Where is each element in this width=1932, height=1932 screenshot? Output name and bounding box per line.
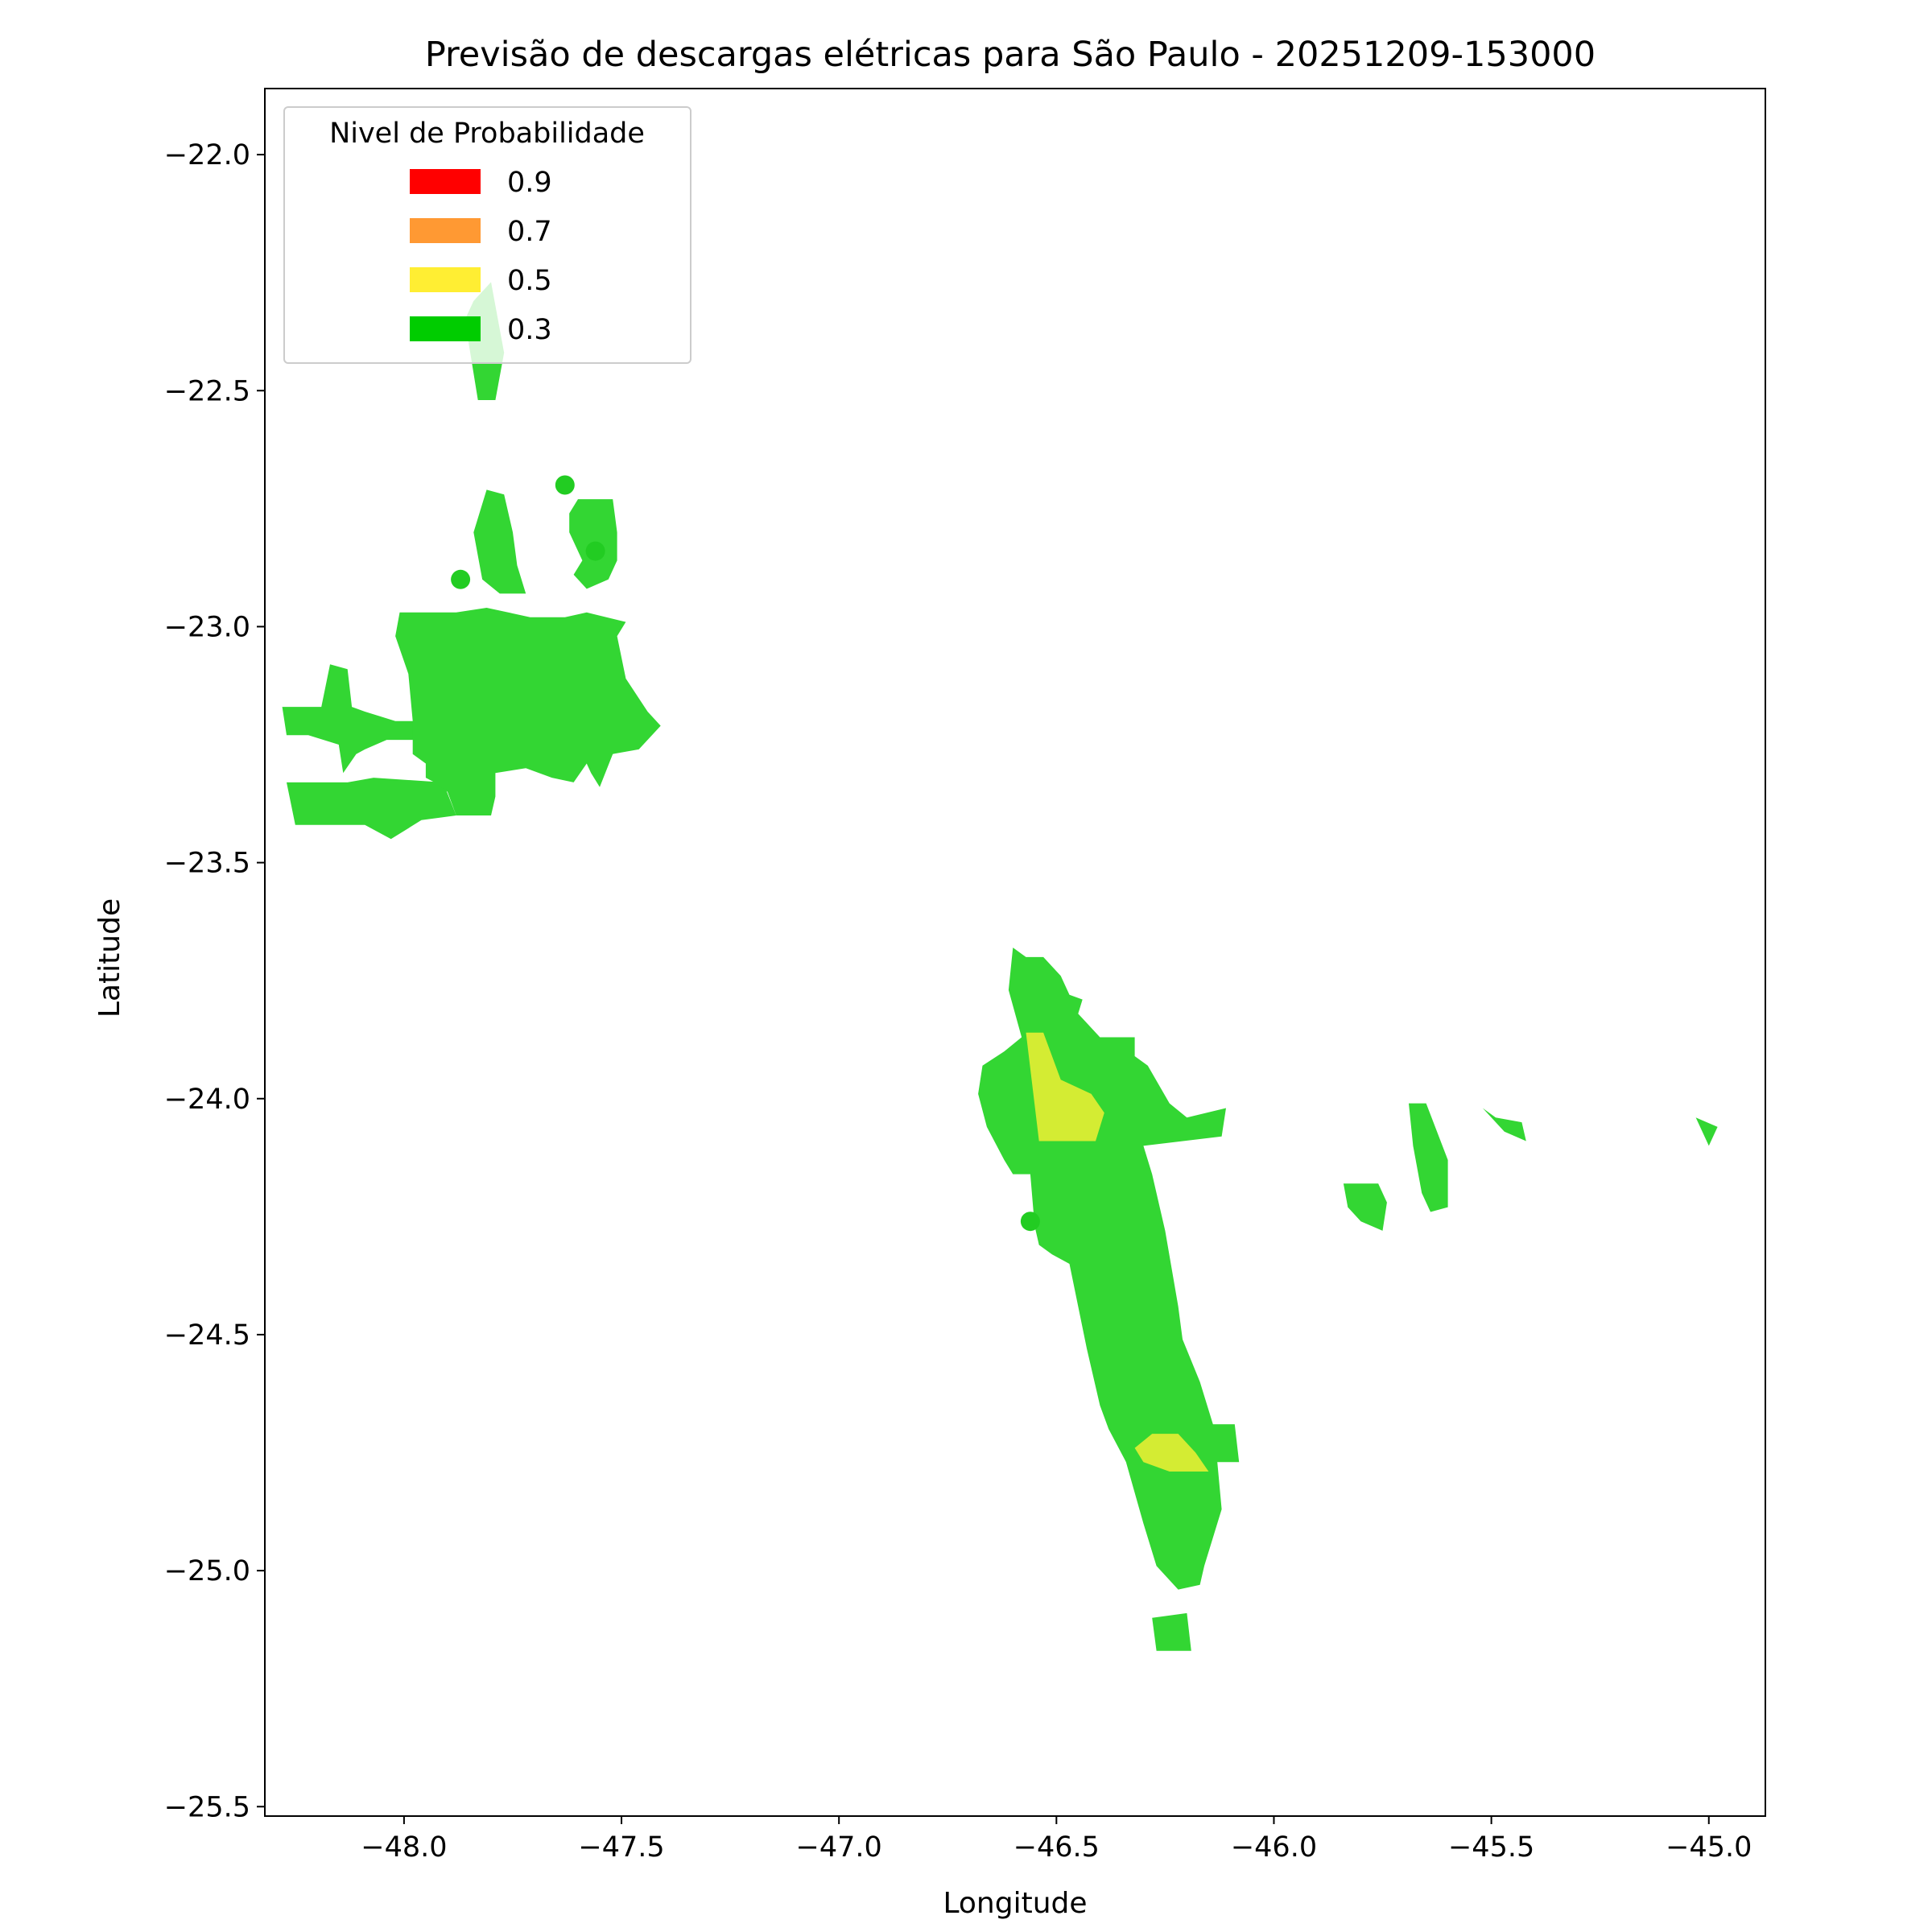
probability-region-03 (287, 778, 456, 840)
y-tick-label: −22.5 (164, 375, 250, 407)
legend-label: 0.3 (507, 314, 552, 346)
legend-swatch (410, 169, 481, 194)
legend-label: 0.9 (507, 167, 552, 199)
legend-label: 0.5 (507, 265, 552, 297)
probability-region-03 (978, 947, 1240, 1590)
probability-region-03 (282, 664, 440, 774)
probability-region-05 (1026, 1032, 1104, 1141)
x-tick-label: −46.5 (1013, 1831, 1100, 1864)
legend: Nivel de Probabilidade 0.9 0.7 0.5 0.3 (283, 106, 691, 364)
plot-area (282, 282, 1718, 1651)
legend-title: Nivel de Probabilidade (329, 118, 645, 150)
strike-point (555, 475, 575, 495)
y-axis: −22.0 −22.5 −23.0 −23.5 −24.0 −24.5 −25.0 −25.5 (164, 139, 265, 1823)
legend-box (283, 106, 691, 364)
probability-region-03 (473, 489, 526, 594)
legend-swatch (410, 316, 481, 341)
x-tick-label: −48.0 (361, 1831, 447, 1864)
probability-region-03 (395, 608, 661, 815)
x-axis-label: Longitude (943, 1887, 1087, 1920)
strike-point (451, 569, 471, 589)
y-tick-label: −23.5 (164, 848, 250, 880)
probability-region-03 (1482, 1108, 1526, 1141)
y-tick-label: −24.0 (164, 1084, 250, 1116)
x-tick-label: −45.5 (1448, 1831, 1534, 1864)
y-tick-label: −24.5 (164, 1319, 250, 1352)
probability-region-03 (1409, 1103, 1448, 1212)
x-tick-label: −45.0 (1666, 1831, 1752, 1864)
plot-frame (264, 88, 1766, 1817)
x-tick-label: −47.0 (796, 1831, 882, 1864)
legend-swatch (410, 218, 481, 243)
strike-point (585, 541, 605, 561)
legend-swatch (410, 267, 481, 292)
legend-label: 0.7 (507, 216, 552, 248)
x-axis: −48.0 −47.5 −47.0 −46.5 −46.0 −45.5 −45.0 (361, 1816, 1752, 1864)
probability-region-03 (1695, 1117, 1718, 1146)
probability-region-03 (1152, 1612, 1191, 1651)
y-axis-label: Latitude (93, 898, 126, 1018)
probability-region-03 (1343, 1183, 1387, 1231)
y-tick-label: −23.0 (164, 611, 250, 643)
x-tick-label: −46.0 (1231, 1831, 1317, 1864)
probability-region-05 (1134, 1434, 1209, 1472)
y-tick-label: −22.0 (164, 139, 250, 171)
y-tick-label: −25.5 (164, 1791, 250, 1823)
x-tick-label: −47.5 (578, 1831, 664, 1864)
legend-entries: 0.9 0.7 0.5 0.3 (410, 167, 552, 346)
chart-title: Previsão de descargas elétricas para São… (425, 35, 1596, 75)
y-tick-label: −25.0 (164, 1555, 250, 1587)
strike-point (1020, 1212, 1040, 1232)
